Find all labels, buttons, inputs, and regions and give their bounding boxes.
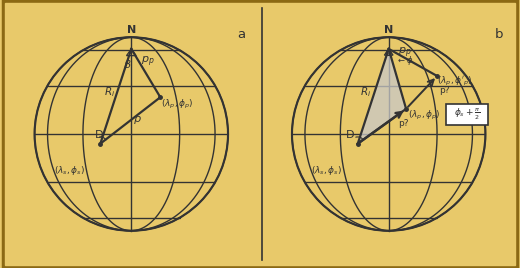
Text: b: b <box>495 28 503 41</box>
Text: N: N <box>384 25 393 35</box>
Text: p?: p? <box>439 86 449 95</box>
Text: $p_p$: $p_p$ <box>398 45 412 59</box>
Text: D: D <box>346 130 355 140</box>
Polygon shape <box>358 49 406 144</box>
Text: a: a <box>237 28 245 41</box>
Text: $\leftarrow\phi$: $\leftarrow\phi$ <box>396 54 414 67</box>
Text: p?: p? <box>398 119 409 128</box>
Text: $R_i$: $R_i$ <box>360 85 371 99</box>
Text: D: D <box>95 130 103 140</box>
Text: $(\lambda_p, \phi_p)$: $(\lambda_p, \phi_p)$ <box>408 109 440 122</box>
Text: $p_p$: $p_p$ <box>141 55 154 69</box>
Text: $\rho$: $\rho$ <box>133 114 142 126</box>
Text: $(\lambda_p, \phi_p)$: $(\lambda_p, \phi_p)$ <box>161 98 194 111</box>
Text: $R_i$: $R_i$ <box>104 85 115 99</box>
Text: $(\lambda_s, \phi_s)$: $(\lambda_s, \phi_s)$ <box>311 164 343 177</box>
Text: $\phi_s + \frac{\pi}{2}$: $\phi_s + \frac{\pi}{2}$ <box>454 107 480 122</box>
Text: $\beta$: $\beta$ <box>123 58 132 72</box>
FancyBboxPatch shape <box>446 104 488 125</box>
Text: $(\lambda_p, \phi'_p)$: $(\lambda_p, \phi'_p)$ <box>437 75 473 88</box>
Text: $(\lambda_s, \phi_s)$: $(\lambda_s, \phi_s)$ <box>54 164 85 177</box>
Text: N: N <box>127 25 136 35</box>
